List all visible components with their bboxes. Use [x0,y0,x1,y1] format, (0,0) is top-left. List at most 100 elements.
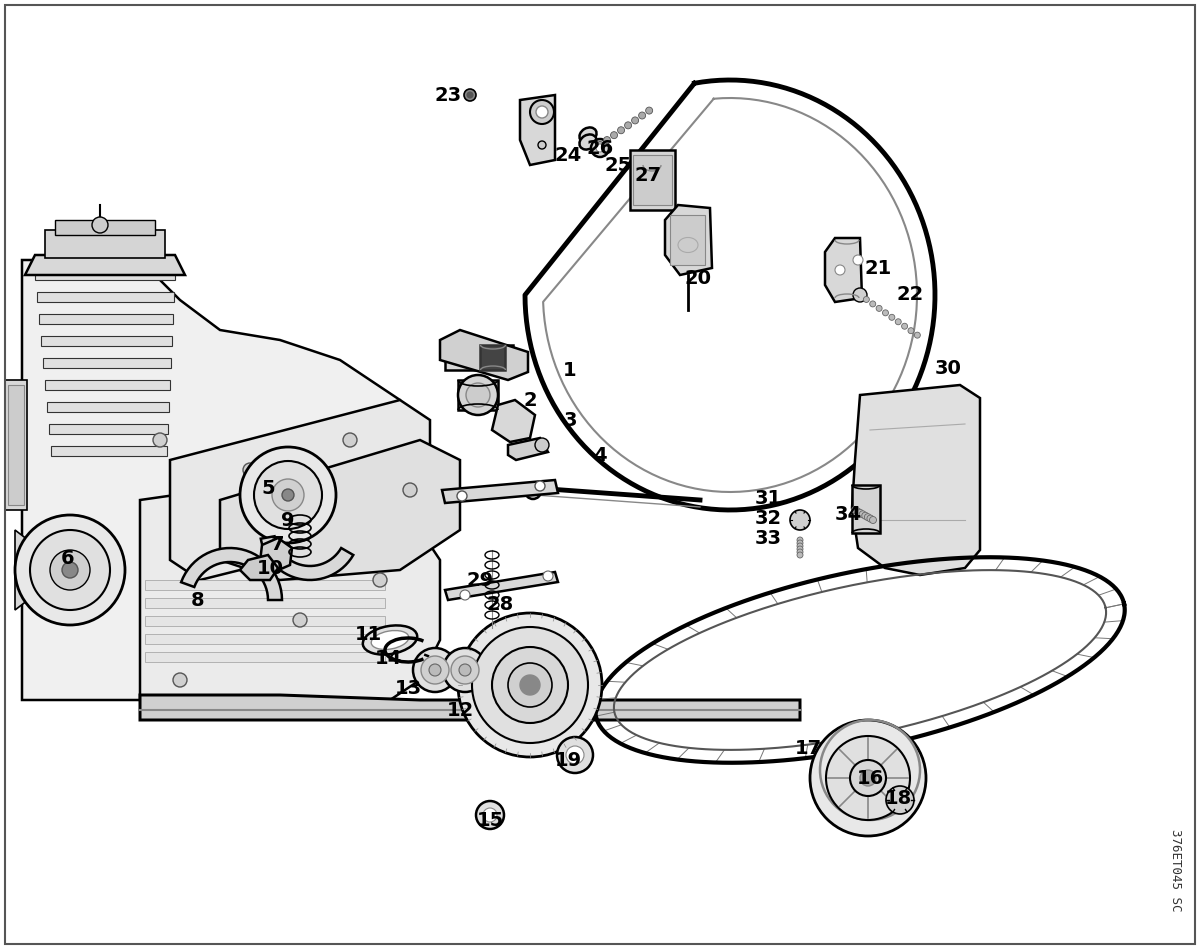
Text: 27: 27 [635,165,661,184]
Bar [35,270,175,280]
Circle shape [30,530,110,610]
Bar [670,215,706,265]
Polygon shape [145,634,385,644]
Text: 13: 13 [395,679,421,698]
Circle shape [611,132,618,139]
Circle shape [536,106,548,118]
Circle shape [343,433,358,447]
Circle shape [859,511,866,518]
Bar [49,424,168,434]
Text: 17: 17 [794,738,822,757]
Polygon shape [492,400,535,442]
Polygon shape [140,695,800,720]
Circle shape [254,461,322,529]
Circle shape [492,647,568,723]
Text: 12: 12 [446,700,474,719]
Circle shape [467,92,473,98]
Bar [5,380,28,510]
Circle shape [854,508,862,515]
Text: 21: 21 [864,258,892,277]
Ellipse shape [371,630,409,649]
Circle shape [242,463,257,477]
Text: 376ET045 SC: 376ET045 SC [1169,828,1182,911]
Circle shape [797,537,803,543]
Text: 23: 23 [434,85,462,104]
Circle shape [457,491,467,501]
Text: 5: 5 [262,478,275,497]
Bar [458,380,498,410]
Circle shape [460,590,470,600]
Text: 9: 9 [281,511,295,530]
Circle shape [631,117,638,124]
Bar [46,380,170,390]
Circle shape [901,324,907,329]
Bar [445,345,514,370]
Circle shape [895,319,901,325]
Circle shape [466,383,490,407]
Circle shape [826,736,910,820]
Ellipse shape [362,625,418,655]
Text: 26: 26 [587,139,613,158]
Circle shape [482,808,497,822]
Circle shape [790,510,810,530]
Text: 29: 29 [467,570,493,589]
Text: 6: 6 [61,549,74,568]
Text: 28: 28 [486,596,514,615]
Circle shape [530,100,554,124]
Circle shape [870,516,876,524]
Bar [41,336,172,346]
Circle shape [508,663,552,707]
Bar [46,230,166,258]
Circle shape [173,673,187,687]
Text: 34: 34 [834,506,862,525]
Circle shape [797,549,803,555]
Circle shape [458,375,498,415]
Circle shape [624,121,631,129]
Circle shape [430,664,442,676]
Polygon shape [145,580,385,590]
Text: 7: 7 [271,535,284,554]
Circle shape [866,515,874,522]
Circle shape [240,447,336,543]
Polygon shape [145,652,385,662]
Text: 2: 2 [523,390,536,410]
Ellipse shape [580,127,596,142]
Bar [480,345,505,370]
Circle shape [862,512,869,519]
Circle shape [638,112,646,119]
Circle shape [458,613,602,757]
Circle shape [596,144,604,152]
Circle shape [618,127,624,134]
Circle shape [443,648,487,692]
Bar [55,220,155,235]
Polygon shape [25,255,185,275]
Circle shape [853,288,866,302]
Circle shape [797,552,803,558]
Circle shape [876,306,882,311]
Circle shape [154,433,167,447]
Polygon shape [508,438,548,460]
Circle shape [646,107,653,114]
Polygon shape [852,385,980,575]
Polygon shape [14,530,28,610]
Polygon shape [520,95,554,165]
Circle shape [853,255,863,265]
Text: 14: 14 [374,648,402,667]
Circle shape [272,479,304,511]
Circle shape [542,571,553,581]
Circle shape [604,137,611,143]
Bar [8,385,24,505]
Text: 32: 32 [755,509,781,528]
Circle shape [421,656,449,684]
Circle shape [14,515,125,625]
Text: 1: 1 [563,361,577,380]
Bar [634,155,672,205]
Polygon shape [145,598,385,608]
Circle shape [92,217,108,233]
Circle shape [596,141,604,148]
Bar [43,358,172,368]
Text: 3: 3 [563,411,577,430]
Circle shape [520,675,540,695]
Polygon shape [220,440,460,580]
Text: 30: 30 [935,359,961,378]
